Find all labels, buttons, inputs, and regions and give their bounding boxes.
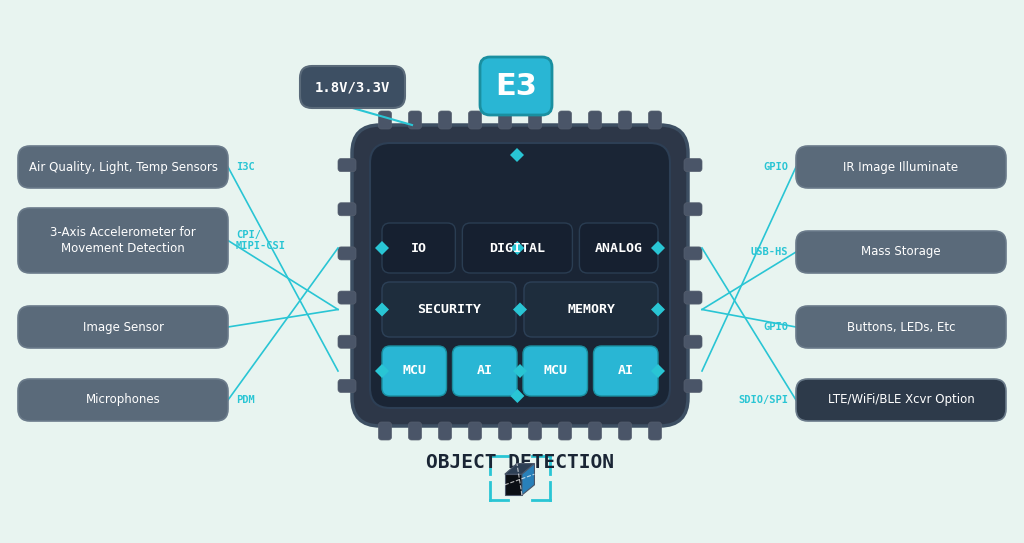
FancyBboxPatch shape (558, 422, 571, 440)
Text: SECURITY: SECURITY (417, 303, 481, 316)
FancyBboxPatch shape (338, 380, 356, 393)
Text: AI: AI (477, 364, 493, 377)
FancyBboxPatch shape (580, 223, 658, 273)
FancyBboxPatch shape (469, 111, 481, 129)
FancyBboxPatch shape (796, 231, 1006, 273)
FancyBboxPatch shape (338, 291, 356, 304)
Text: DIGITAL: DIGITAL (489, 242, 546, 255)
FancyBboxPatch shape (469, 422, 481, 440)
FancyBboxPatch shape (409, 422, 422, 440)
FancyBboxPatch shape (453, 346, 517, 396)
FancyBboxPatch shape (379, 111, 391, 129)
FancyBboxPatch shape (18, 208, 228, 273)
Text: SDIO/SPI: SDIO/SPI (738, 395, 788, 405)
Text: AI: AI (617, 364, 634, 377)
FancyBboxPatch shape (796, 306, 1006, 348)
Polygon shape (510, 389, 524, 403)
FancyBboxPatch shape (338, 203, 356, 216)
FancyBboxPatch shape (528, 111, 542, 129)
Text: E3: E3 (495, 72, 537, 100)
Polygon shape (375, 241, 389, 255)
Text: GPIO: GPIO (763, 322, 788, 332)
Text: MCU: MCU (544, 364, 567, 377)
Polygon shape (651, 241, 665, 255)
Text: 1.8V/3.3V: 1.8V/3.3V (314, 80, 390, 94)
FancyBboxPatch shape (18, 146, 228, 188)
Text: USB-HS: USB-HS (751, 247, 788, 257)
Text: MEMORY: MEMORY (567, 303, 615, 316)
FancyBboxPatch shape (352, 125, 688, 426)
FancyBboxPatch shape (796, 146, 1006, 188)
Text: GPIO: GPIO (763, 162, 788, 172)
FancyBboxPatch shape (18, 379, 228, 421)
FancyBboxPatch shape (338, 247, 356, 260)
FancyBboxPatch shape (528, 422, 542, 440)
FancyBboxPatch shape (382, 223, 456, 273)
Polygon shape (375, 364, 389, 378)
Polygon shape (375, 302, 389, 317)
Polygon shape (513, 364, 527, 378)
FancyBboxPatch shape (523, 346, 588, 396)
Text: PDM: PDM (236, 395, 255, 405)
FancyBboxPatch shape (618, 422, 632, 440)
FancyBboxPatch shape (438, 422, 452, 440)
Text: ANALOG: ANALOG (595, 242, 643, 255)
FancyBboxPatch shape (684, 335, 702, 348)
FancyBboxPatch shape (524, 282, 658, 337)
FancyBboxPatch shape (618, 111, 632, 129)
FancyBboxPatch shape (684, 203, 702, 216)
Polygon shape (513, 302, 527, 317)
FancyBboxPatch shape (558, 111, 571, 129)
FancyBboxPatch shape (338, 335, 356, 348)
FancyBboxPatch shape (684, 380, 702, 393)
FancyBboxPatch shape (648, 111, 662, 129)
FancyBboxPatch shape (382, 282, 516, 337)
FancyBboxPatch shape (379, 422, 391, 440)
Text: MCU: MCU (402, 364, 426, 377)
Text: Air Quality, Light, Temp Sensors: Air Quality, Light, Temp Sensors (29, 161, 217, 174)
FancyBboxPatch shape (796, 379, 1006, 421)
FancyBboxPatch shape (480, 57, 552, 115)
FancyBboxPatch shape (300, 66, 406, 108)
Text: OBJECT DETECTION: OBJECT DETECTION (426, 453, 614, 472)
FancyBboxPatch shape (499, 111, 512, 129)
FancyBboxPatch shape (18, 306, 228, 348)
FancyBboxPatch shape (589, 422, 601, 440)
FancyBboxPatch shape (594, 346, 658, 396)
Text: Image Sensor: Image Sensor (83, 320, 164, 333)
Polygon shape (505, 464, 535, 474)
Text: Microphones: Microphones (86, 394, 161, 407)
Text: CPI/
MIPI-CSI: CPI/ MIPI-CSI (236, 230, 286, 251)
FancyBboxPatch shape (499, 422, 512, 440)
Text: IR Image Illuminate: IR Image Illuminate (844, 161, 958, 174)
Polygon shape (505, 474, 522, 495)
FancyBboxPatch shape (438, 111, 452, 129)
FancyBboxPatch shape (684, 291, 702, 304)
FancyBboxPatch shape (684, 159, 702, 172)
Text: LTE/WiFi/BLE Xcvr Option: LTE/WiFi/BLE Xcvr Option (827, 394, 975, 407)
Text: 3-Axis Accelerometer for
Movement Detection: 3-Axis Accelerometer for Movement Detect… (50, 226, 196, 255)
FancyBboxPatch shape (648, 422, 662, 440)
FancyBboxPatch shape (409, 111, 422, 129)
FancyBboxPatch shape (463, 223, 572, 273)
Text: Mass Storage: Mass Storage (861, 245, 941, 258)
FancyBboxPatch shape (382, 346, 446, 396)
Text: I3C: I3C (236, 162, 255, 172)
Polygon shape (522, 464, 535, 495)
Polygon shape (651, 302, 665, 317)
FancyBboxPatch shape (338, 159, 356, 172)
Polygon shape (510, 148, 524, 162)
FancyBboxPatch shape (370, 143, 670, 408)
Text: IO: IO (411, 242, 427, 255)
Polygon shape (651, 364, 665, 378)
Polygon shape (510, 241, 524, 255)
FancyBboxPatch shape (589, 111, 601, 129)
FancyBboxPatch shape (684, 247, 702, 260)
Text: Buttons, LEDs, Etc: Buttons, LEDs, Etc (847, 320, 955, 333)
